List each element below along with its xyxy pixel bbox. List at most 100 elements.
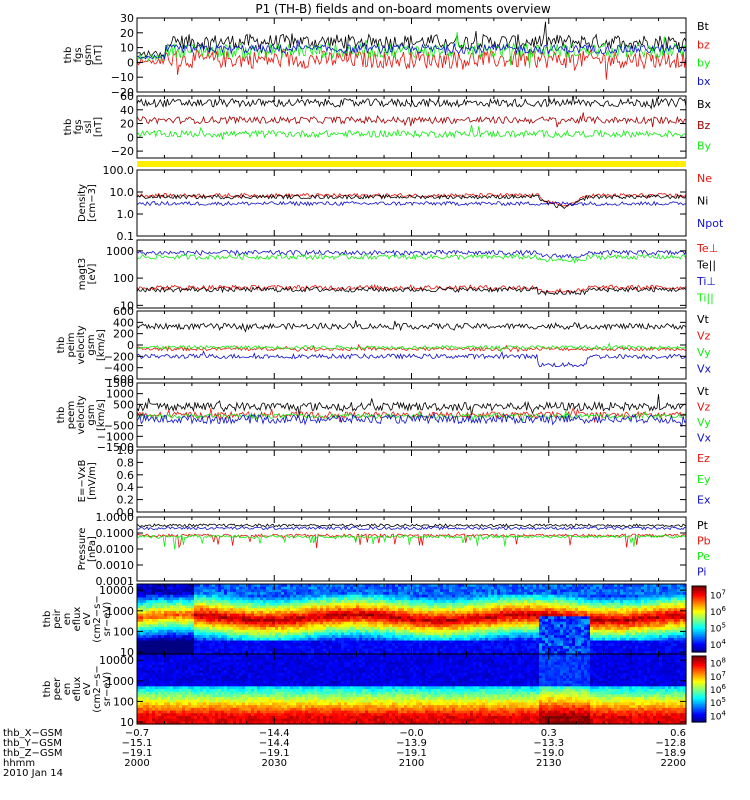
xaxis-date: 2010 Jan 14 [3, 768, 63, 779]
ytick-label: 10 [120, 716, 134, 729]
legend-Vy: Vy [697, 346, 711, 359]
xaxis-value: −14.4 [259, 728, 290, 739]
ytick-label: 20 [120, 27, 134, 40]
series-line-bz [137, 48, 686, 80]
series-group [137, 192, 686, 209]
panel-density: 100.0 10.0 1.0 0.1 Density [cm−3] Ne Ni Npot [77, 164, 724, 243]
ylabel-line: gsm [86, 334, 97, 355]
ylabel-line: velocity [76, 395, 87, 434]
ytick-label: 100 [113, 625, 134, 638]
colorbar-tick: 106 [710, 683, 726, 696]
series-line-Vt [137, 394, 686, 416]
xaxis-value: −18.9 [655, 748, 686, 759]
ytick-label: 20 [120, 118, 134, 131]
legend-Vx: Vx [697, 431, 712, 444]
panel-efield: 1.00.80.60.40.20.0 E=−VxB [mV/m] Ez Ey Ex [77, 444, 711, 519]
panel-frame [136, 449, 687, 513]
xaxis-value: −0.0 [399, 728, 423, 739]
ytick-label: 100 [113, 272, 134, 285]
ylabel-line: (cm2−s− [92, 665, 103, 712]
ylabel-line: en [62, 683, 73, 696]
ytick-label: 100.0 [103, 164, 135, 177]
xaxis-value: 2200 [661, 758, 686, 769]
legend-By: By [697, 140, 712, 153]
ylabel-line: [mV/m] [87, 462, 98, 500]
legend-Vt: Vt [697, 385, 710, 398]
series-line-Bz [137, 112, 686, 128]
legend-Vx: Vx [697, 363, 712, 376]
colorbar-tick: 108 [710, 657, 726, 670]
ytick-label: 400 [113, 316, 134, 329]
ylabel-line: [eV] [87, 264, 98, 285]
ylabel-line: magt3 [77, 258, 88, 291]
ytick-label: 40 [120, 104, 134, 117]
ytick-label: −20 [111, 145, 134, 158]
xaxis-value: 0.6 [670, 728, 686, 739]
ylabel-line: gsm [86, 404, 97, 425]
legend-Te||: Te|| [696, 259, 716, 272]
ytick-label: 10 [120, 42, 134, 55]
ytick-label: 1.0 [117, 208, 135, 221]
legend-Pb: Pb [697, 534, 711, 547]
legend-Ez: Ez [697, 452, 710, 465]
legend-by: by [697, 57, 711, 70]
x-axis-labels: thb_X−GSM −0.7 −14.4 −0.0 0.3 0.6 thb_Y−GSM −15… [3, 728, 686, 779]
ytick-label: 0.0001 [96, 575, 135, 588]
legend-Ti⊥: Ti⊥ [696, 275, 716, 288]
ylabel-line: thb [63, 119, 74, 136]
ytick-label: 10 [120, 299, 134, 312]
ytick-label: 10.0 [110, 186, 135, 199]
xaxis-value: 2130 [536, 758, 561, 769]
ytick-label: 0.4 [117, 481, 135, 494]
ytick-label: 0.0 [117, 506, 135, 519]
ytick-label: 0.0010 [96, 559, 135, 572]
xaxis-value: −0.7 [125, 728, 149, 739]
xaxis-value: −13.3 [533, 738, 564, 749]
ytick-label: 200 [113, 328, 134, 341]
panel-frame [136, 239, 687, 309]
xaxis-value: −19.1 [396, 748, 427, 759]
ytick-label: 0.2 [117, 494, 135, 507]
ylabel-line: ssl [83, 120, 94, 133]
colorbar-tick: 104 [710, 638, 726, 651]
ylabel-line: sr−eV) [102, 602, 113, 637]
ylabel-line: thb [63, 47, 74, 64]
ytick-label: 0.1 [117, 230, 135, 243]
series-line-Vx [137, 412, 686, 427]
ylabel-line: [nT] [93, 117, 104, 137]
ylabel-line: fgs [73, 119, 84, 134]
ylabel-line: (cm2−s− [92, 595, 103, 642]
xaxis-row-label: thb_X−GSM [3, 728, 63, 739]
ytick-label: 0 [127, 409, 134, 422]
xaxis-value: 2100 [399, 758, 424, 769]
legend-Ti||: Ti|| [696, 292, 714, 305]
xaxis-value: −19.0 [533, 748, 564, 759]
legend-bz: bz [697, 38, 710, 51]
ylabel-line: peim [66, 332, 77, 357]
ylabel-line: thb [42, 611, 53, 628]
series-line-Bt [137, 21, 686, 59]
xaxis-row-label: thb_Y−GSM [3, 738, 62, 749]
yellow-status-bar [137, 161, 686, 167]
ytick-label: 1.0 [117, 444, 135, 457]
ylabel-line: peir [52, 608, 63, 628]
ytick-label: 600 [113, 305, 134, 318]
legend-Ne: Ne [697, 172, 712, 185]
series-group [137, 320, 686, 368]
series-line-Pb [137, 533, 686, 549]
ylabel-line: peer [52, 677, 63, 701]
series-line-bx [137, 39, 686, 60]
ytick-label: 0 [127, 131, 134, 144]
ytick-label: 60 [120, 90, 134, 103]
colorbar-tick: 104 [710, 709, 726, 722]
series-group [137, 21, 686, 80]
series-line-Bx [137, 96, 686, 110]
ytick-label: 0.0100 [96, 543, 135, 556]
xaxis-value: 0.3 [541, 728, 557, 739]
ytick-label: 1000 [106, 245, 134, 258]
legend-Bx: Bx [697, 98, 712, 111]
colorbar [691, 655, 707, 723]
